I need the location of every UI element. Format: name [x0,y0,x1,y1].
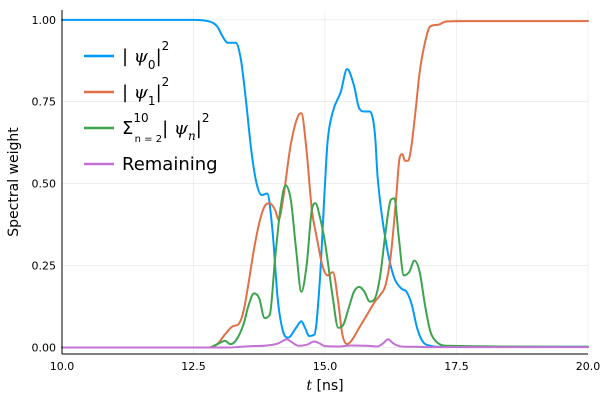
legend-label: Σ10 n = 2| ψn|2 [122,111,209,145]
y-tick-label: 0.25 [32,260,57,273]
legend-item-remaining: Remaining [84,154,218,175]
y-tick-label: 1.00 [32,14,57,27]
psi1-series-line [61,20,589,349]
y-axis-label: Spectral weight [6,127,22,237]
x-tick-label: 12.5 [181,360,206,373]
legend-label: | ψ1|2 [122,75,169,108]
y-tick-label: 0.50 [32,178,57,191]
x-tick-label: 17.5 [444,360,469,373]
higher-levels-series-line [61,184,589,349]
psi0-series-line [61,18,589,348]
legend-item-psi1: | ψ1|2 [84,75,169,108]
remaining-series-line [61,338,589,349]
x-tick-label: 15.0 [313,360,338,373]
legend-item-psi0: | ψ0|2 [84,39,169,72]
legend-label: | ψ0|2 [122,39,169,72]
series-layer [61,18,589,349]
y-tick-label: 0.00 [32,341,57,354]
y-tick-label: 0.75 [32,96,57,109]
axes-layer: 10.0 12.5 15.0 17.5 20.0 0.00 0.25 0.50 0.75 1.00… [6,10,600,394]
legend-item-higher-levels: Σ10 n = 2| ψn|2 [84,111,209,145]
x-tick-label: 20.0 [576,360,600,373]
x-axis-label: t [ns] [306,378,343,394]
legend-label: Remaining [122,154,218,175]
x-tick-label: 10.0 [50,360,75,373]
